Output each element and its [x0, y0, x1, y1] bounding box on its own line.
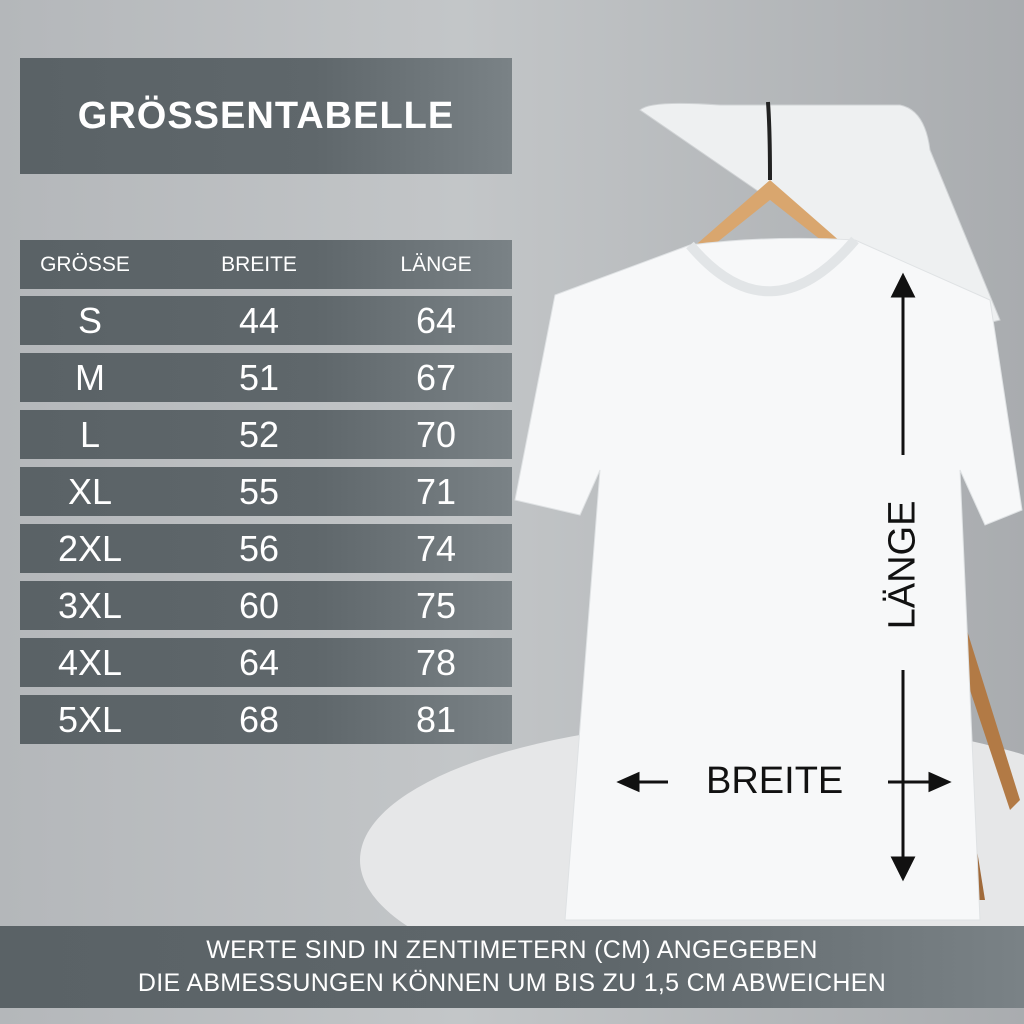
- cell-size: M: [75, 356, 105, 398]
- cell-length: 78: [415, 641, 457, 683]
- header-length: LÄNGE: [400, 252, 472, 276]
- footer-line-2: DIE ABMESSUNGEN KÖNNEN UM BIS ZU 1,5 CM …: [137, 969, 887, 997]
- length-arrow: [890, 272, 916, 882]
- cell-width: 56: [238, 527, 280, 569]
- cell-width: 55: [238, 470, 280, 512]
- table-row: 3XL 60 75: [20, 581, 512, 630]
- cell-width: 44: [238, 299, 280, 341]
- cell-width: 68: [238, 698, 280, 740]
- footer-note: WERTE SIND IN ZENTIMETERN (CM) ANGEGEBEN…: [0, 926, 1024, 1008]
- cell-size: 5XL: [57, 698, 123, 740]
- header-size: GRÖSSE: [40, 252, 130, 276]
- cell-size: S: [77, 299, 102, 341]
- footer-line-1: WERTE SIND IN ZENTIMETERN (CM) ANGEGEBEN: [206, 936, 818, 964]
- page-title: GRÖSSENTABELLE: [20, 58, 512, 174]
- cell-width: 52: [238, 413, 280, 455]
- table-row: XL 55 71: [20, 467, 512, 516]
- table-row: 4XL 64 78: [20, 638, 512, 687]
- width-label: BREITE: [706, 760, 844, 802]
- length-label: LÄNGE: [881, 500, 924, 630]
- cell-size: XL: [67, 470, 113, 512]
- cell-width: 64: [238, 641, 280, 683]
- cell-size: 3XL: [57, 584, 123, 626]
- cell-length: 67: [415, 356, 457, 398]
- tshirt-photo: [360, 101, 1024, 930]
- table-header: GRÖSSE BREITE LÄNGE: [20, 240, 512, 289]
- header-width: BREITE: [221, 252, 297, 276]
- cell-length: 70: [415, 413, 457, 455]
- cell-width: 60: [238, 584, 280, 626]
- cell-length: 75: [415, 584, 457, 626]
- width-arrows: [616, 771, 952, 793]
- table-row: S 44 64: [20, 296, 512, 345]
- cell-size: 2XL: [57, 527, 123, 569]
- cell-length: 81: [415, 698, 457, 740]
- cell-size: 4XL: [57, 641, 123, 683]
- cell-length: 71: [415, 470, 457, 512]
- cell-size: L: [79, 413, 101, 455]
- table-row: L 52 70: [20, 410, 512, 459]
- cell-length: 74: [415, 527, 457, 569]
- table-row: M 51 67: [20, 353, 512, 402]
- table-row: 5XL 68 81: [20, 695, 512, 744]
- cell-width: 51: [238, 356, 280, 398]
- cell-length: 64: [415, 299, 457, 341]
- table-row: 2XL 56 74: [20, 524, 512, 573]
